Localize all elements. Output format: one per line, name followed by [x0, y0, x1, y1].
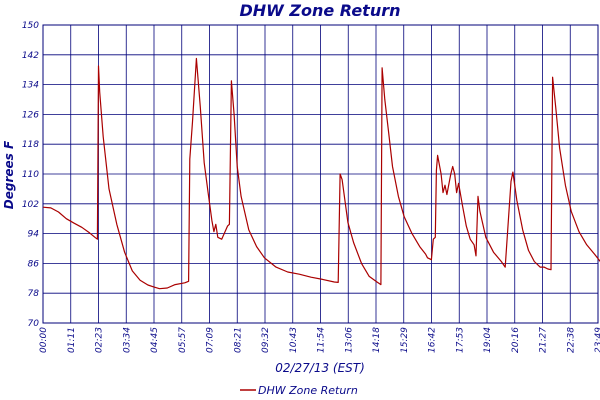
series-layer	[42, 57, 600, 290]
series-line-dhw-zone-return	[42, 57, 600, 290]
x-tick-label: 08:21	[233, 327, 243, 353]
x-tick-label: 02:23	[95, 327, 105, 353]
x-tick-label: 03:34	[122, 327, 132, 353]
x-tick-label: 14:18	[372, 327, 382, 353]
x-tick-label: 07:09	[206, 327, 216, 353]
x-tick-label: 01:11	[67, 327, 77, 353]
y-tick-label: 150	[22, 21, 39, 31]
x-tick-label: 05:57	[178, 327, 188, 353]
x-tick-label: 17:53	[455, 327, 465, 353]
y-axis-label: Degrees F	[2, 140, 16, 209]
chart-title: DHW Zone Return	[240, 1, 401, 20]
legend: DHW Zone Return	[240, 384, 358, 397]
x-axis-label: 02/27/13 (EST)	[275, 361, 365, 375]
x-tick-label: 10:43	[289, 327, 299, 353]
y-tick-label: 126	[22, 110, 39, 120]
grid-lines	[42, 24, 599, 324]
x-tick-label: 11:54	[317, 327, 327, 353]
y-tick-label: 102	[22, 200, 39, 210]
y-tick-label: 94	[28, 230, 40, 240]
y-tick-label: 78	[28, 289, 40, 299]
y-tick-label: 134	[22, 81, 39, 91]
legend-label: DHW Zone Return	[258, 384, 358, 397]
y-tick-label: 110	[22, 170, 39, 180]
x-tick-label: 04:45	[150, 327, 160, 353]
x-tick-label: 13:06	[344, 327, 354, 353]
y-tick-label: 118	[22, 140, 39, 150]
x-tick-label: 20:16	[511, 327, 521, 353]
x-tick-label: 19:04	[483, 327, 493, 353]
y-tick-label: 142	[22, 51, 39, 61]
x-axis-ticks: 00:00 01:11 02:23 03:34 04:45 05:57 07:09 08:21…	[39, 327, 600, 353]
x-tick-label: 16:42	[428, 327, 438, 353]
x-tick-label: 00:00	[39, 327, 49, 353]
x-tick-label: 21:27	[539, 327, 549, 353]
x-tick-label: 15:29	[400, 327, 410, 353]
y-axis-ticks: 70 78 86 94 102 110 118 126 134 142 150	[22, 21, 39, 329]
y-tick-label: 70	[28, 319, 40, 329]
y-tick-label: 86	[28, 259, 40, 269]
x-tick-label: 23:49	[594, 327, 600, 353]
x-tick-label: 22:38	[566, 327, 576, 353]
x-tick-label: 09:32	[261, 327, 271, 353]
